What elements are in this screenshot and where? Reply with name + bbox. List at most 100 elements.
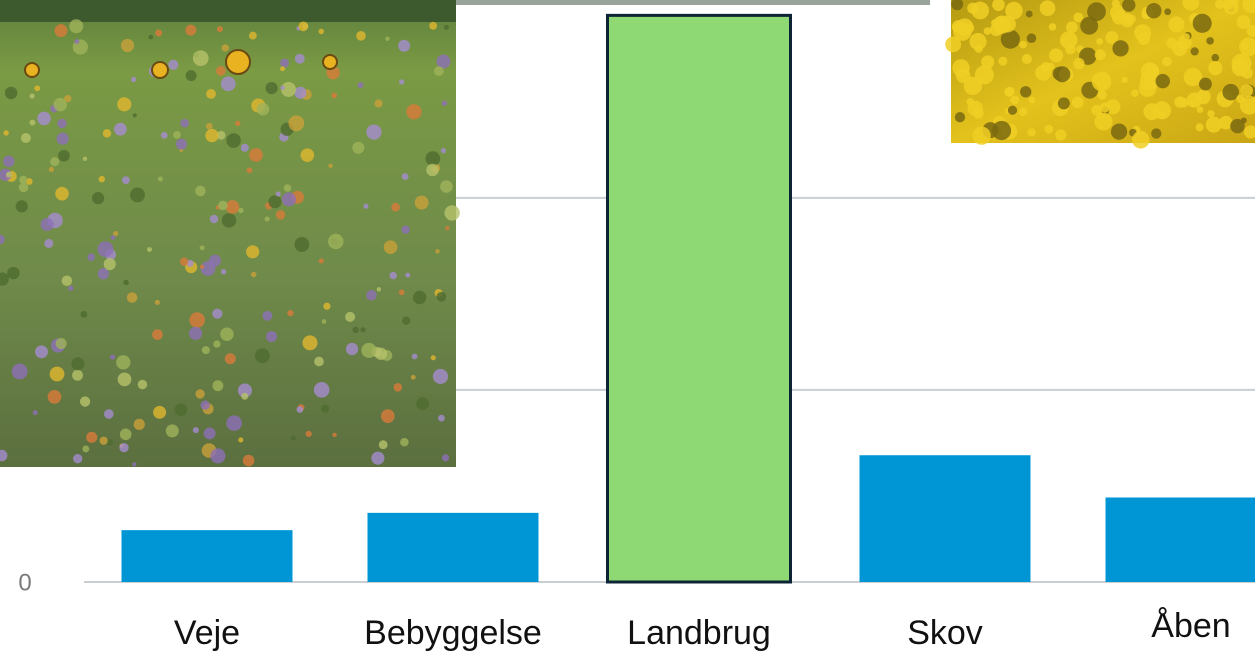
meadow-flower	[213, 340, 221, 348]
meadow-flower	[61, 275, 73, 286]
meadow-flower	[97, 268, 110, 280]
rapeseed-flower	[951, 20, 965, 34]
meadow-flower	[113, 231, 119, 237]
rapeseed-flower	[1073, 12, 1084, 23]
meadow-flower	[288, 115, 305, 132]
rapeseed-flower	[1000, 29, 1020, 49]
rapeseed-flower	[1004, 87, 1014, 97]
meadow-flower	[154, 299, 160, 305]
meadow-flower	[132, 462, 137, 467]
meadow-flower	[29, 119, 36, 126]
rapeseed-flower	[1027, 128, 1036, 137]
meadow-flower	[173, 130, 181, 139]
meadow-flower	[44, 238, 54, 248]
meadow-flower	[328, 163, 333, 168]
rapeseed-flower	[1207, 110, 1215, 118]
rapeseed-flower	[1144, 63, 1160, 79]
rapeseed-flower	[1122, 0, 1136, 12]
rapeseed-flower	[998, 56, 1008, 66]
meadow-flower	[436, 291, 447, 302]
meadow-flower	[401, 173, 409, 181]
meadow-trees	[0, 0, 456, 22]
meadow-flower	[438, 414, 445, 422]
meadow-flower	[391, 202, 400, 212]
meadow-flower	[64, 95, 72, 103]
x-tick-label: Skov	[907, 614, 983, 652]
meadow-flower	[323, 302, 331, 310]
meadow-flower	[32, 410, 38, 416]
rapeseed-flower	[974, 65, 994, 85]
rapeseed-flower	[1246, 25, 1255, 37]
bar	[367, 512, 539, 582]
meadow-flower	[132, 113, 137, 118]
meadow-flower	[152, 329, 163, 340]
rapeseed-flower	[1151, 128, 1162, 139]
meadow-flower	[109, 354, 116, 360]
meadow-flower	[3, 130, 9, 136]
meadow-flower	[113, 122, 127, 136]
meadow-flower	[398, 289, 405, 296]
meadow-flower	[199, 264, 205, 269]
rapeseed-flower	[1168, 16, 1185, 33]
rapeseed-flower	[969, 32, 987, 51]
meadow-flower	[226, 133, 241, 148]
meadow-flower	[130, 187, 145, 203]
x-tick-label: Veje	[174, 614, 240, 652]
rapeseed-flower	[1243, 125, 1255, 139]
rapeseed-flower	[972, 126, 991, 145]
rapeseed-flower	[1026, 33, 1037, 44]
meadow-flower	[332, 432, 337, 438]
meadow-flower	[235, 120, 241, 126]
meadow-flower	[266, 330, 278, 343]
rapeseed-flower	[1195, 123, 1204, 132]
meadow-flower	[160, 131, 168, 139]
bar	[121, 530, 293, 582]
meadow-flower	[432, 368, 449, 385]
rapeseed-flower	[1019, 40, 1027, 49]
meadow-flower	[380, 409, 395, 423]
meadow-flower	[399, 79, 405, 85]
meadow-flower	[186, 259, 194, 267]
rapeseed-flower	[1039, 0, 1056, 17]
meadow-flower	[238, 207, 244, 214]
rapeseed-flower	[1192, 13, 1212, 33]
meadow-flower	[185, 70, 197, 82]
rapeseed-flower	[955, 68, 971, 84]
rapeseed-flower	[1111, 10, 1127, 25]
rapeseed-flower	[1211, 53, 1220, 62]
meadow-flower	[264, 216, 270, 222]
rapeseed-flower	[1155, 73, 1170, 89]
rapeseed-flower	[1097, 90, 1107, 100]
rapeseed-flower	[1134, 24, 1152, 42]
rapeseed-flower	[1143, 103, 1161, 121]
rapeseed-flower	[1021, 53, 1032, 65]
meadow-flower	[74, 38, 80, 44]
meadow-flower	[441, 454, 450, 462]
meadow-flower	[206, 88, 216, 99]
meadow-flower	[19, 175, 28, 184]
rapeseed-flower	[992, 15, 1011, 34]
rapeseed-flower	[1206, 37, 1214, 45]
meadow-flower	[133, 418, 145, 430]
rapeseed-flower	[1080, 16, 1099, 35]
rapeseed-flower	[1094, 49, 1106, 61]
meadow-flower	[241, 392, 249, 400]
meadow-flower	[153, 405, 167, 419]
meadow-flower	[29, 93, 35, 99]
rapeseed-flower	[983, 27, 992, 35]
meadow-flower	[79, 396, 91, 407]
meadow-flower	[216, 26, 223, 33]
meadow-flower	[130, 76, 137, 83]
rapeseed-flower	[1196, 106, 1204, 113]
rapeseed-flower	[1174, 96, 1186, 108]
meadow-flower	[246, 167, 253, 174]
meadow-flower	[212, 380, 224, 392]
meadow-flower	[374, 99, 383, 108]
rapeseed-flower	[1240, 84, 1254, 97]
meadow-flower	[189, 312, 205, 328]
rapeseed-flower	[1230, 118, 1245, 134]
meadow-flower	[294, 86, 307, 99]
rapeseed-flower	[1138, 79, 1157, 97]
meadow-flower	[294, 53, 305, 64]
